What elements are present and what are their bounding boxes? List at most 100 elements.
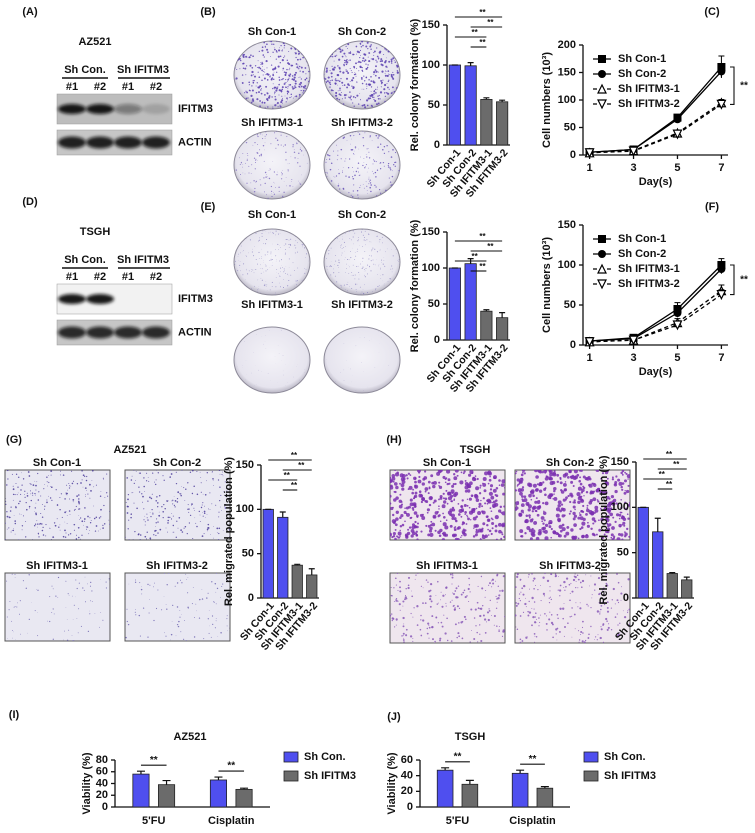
- stain-dot: [248, 42, 250, 44]
- stain-dot: [295, 83, 297, 85]
- stain-dot: [270, 75, 271, 76]
- stain-dot: [582, 505, 584, 507]
- stain-dot: [552, 472, 556, 476]
- stain-dot: [69, 485, 70, 486]
- bar: [437, 770, 453, 807]
- stain-dot: [176, 635, 177, 636]
- stain-dot: [586, 604, 587, 605]
- stain-dot: [274, 87, 276, 89]
- stain-dot: [406, 474, 408, 476]
- stain-dot: [364, 237, 365, 238]
- stain-dot: [577, 517, 580, 520]
- stain-dot: [612, 478, 614, 480]
- stain-dot: [411, 492, 414, 495]
- stain-dot: [543, 593, 545, 595]
- stain-dot: [429, 527, 433, 531]
- stain-dot: [619, 514, 622, 517]
- stain-dot: [458, 503, 460, 505]
- stain-dot: [356, 46, 358, 48]
- stain-dot: [396, 290, 397, 291]
- stain-dot: [236, 135, 237, 136]
- stain-dot: [327, 176, 328, 177]
- stain-dot: [464, 616, 466, 618]
- stain-dot: [379, 189, 380, 190]
- stain-dot: [272, 196, 273, 197]
- stain-dot: [284, 71, 286, 73]
- stain-dot: [407, 529, 409, 531]
- stain-dot: [465, 619, 467, 621]
- stain-dot: [94, 518, 96, 520]
- stain-dot: [391, 59, 393, 61]
- stain-dot: [293, 98, 294, 99]
- stain-dot: [271, 64, 272, 65]
- stain-dot: [15, 507, 17, 509]
- stain-dot: [263, 42, 265, 44]
- stain-dot: [381, 60, 383, 62]
- stain-dot: [351, 139, 352, 140]
- stain-dot: [178, 528, 179, 529]
- stain-dot: [100, 509, 102, 511]
- stain-dot: [399, 505, 403, 509]
- blot-band: [86, 327, 114, 339]
- stain-dot: [611, 533, 614, 536]
- stain-dot: [249, 45, 251, 47]
- stain-dot: [263, 71, 264, 72]
- stain-dot: [357, 168, 358, 169]
- significance-label: **: [472, 28, 479, 37]
- stain-dot: [517, 485, 518, 486]
- stain-dot: [402, 617, 404, 619]
- y-tick-label: 50: [428, 298, 440, 310]
- stain-dot: [492, 506, 494, 508]
- stain-dot: [286, 131, 287, 132]
- stain-dot: [264, 56, 265, 57]
- stain-dot: [237, 289, 238, 290]
- stain-dot: [521, 503, 525, 507]
- stain-dot: [191, 505, 192, 506]
- stain-dot: [285, 72, 287, 74]
- stain-dot: [234, 55, 236, 57]
- stain-dot: [384, 153, 385, 154]
- stain-dot: [235, 261, 236, 262]
- stain-dot: [572, 512, 575, 515]
- stain-dot: [173, 516, 174, 517]
- stain-dot: [239, 68, 240, 69]
- stain-dot: [328, 253, 329, 254]
- stain-dot: [488, 519, 490, 521]
- stain-dot: [399, 603, 401, 605]
- stain-dot: [337, 104, 338, 105]
- stain-dot: [37, 590, 38, 591]
- stain-dot: [252, 249, 253, 250]
- stain-dot: [256, 181, 257, 182]
- stain-dot: [411, 534, 414, 537]
- significance-label: **: [659, 470, 666, 479]
- images-title: AZ521: [113, 444, 146, 456]
- stain-dot: [475, 533, 478, 536]
- stain-dot: [255, 168, 256, 169]
- transwell-image: [5, 573, 110, 641]
- stain-dot: [342, 72, 344, 74]
- stain-dot: [546, 623, 548, 625]
- stain-dot: [404, 520, 406, 522]
- stain-dot: [141, 587, 142, 588]
- stain-dot: [268, 198, 269, 199]
- stain-dot: [260, 68, 261, 69]
- stain-dot: [603, 642, 604, 643]
- stain-dot: [259, 155, 260, 156]
- stain-dot: [393, 197, 394, 198]
- stain-dot: [300, 49, 301, 50]
- legend-marker: [598, 100, 606, 108]
- stain-dot: [308, 54, 309, 55]
- stain-dot: [145, 521, 146, 522]
- stain-dot: [172, 503, 173, 504]
- stain-dot: [264, 284, 265, 285]
- stain-dot: [240, 44, 242, 46]
- stain-dot: [528, 601, 529, 602]
- stain-dot: [203, 494, 204, 495]
- stain-dot: [335, 261, 336, 262]
- stain-dot: [544, 536, 548, 540]
- stain-dot: [83, 474, 85, 476]
- stain-dot: [517, 478, 520, 481]
- stain-dot: [233, 103, 234, 104]
- stain-dot: [392, 103, 393, 104]
- stain-dot: [199, 511, 200, 512]
